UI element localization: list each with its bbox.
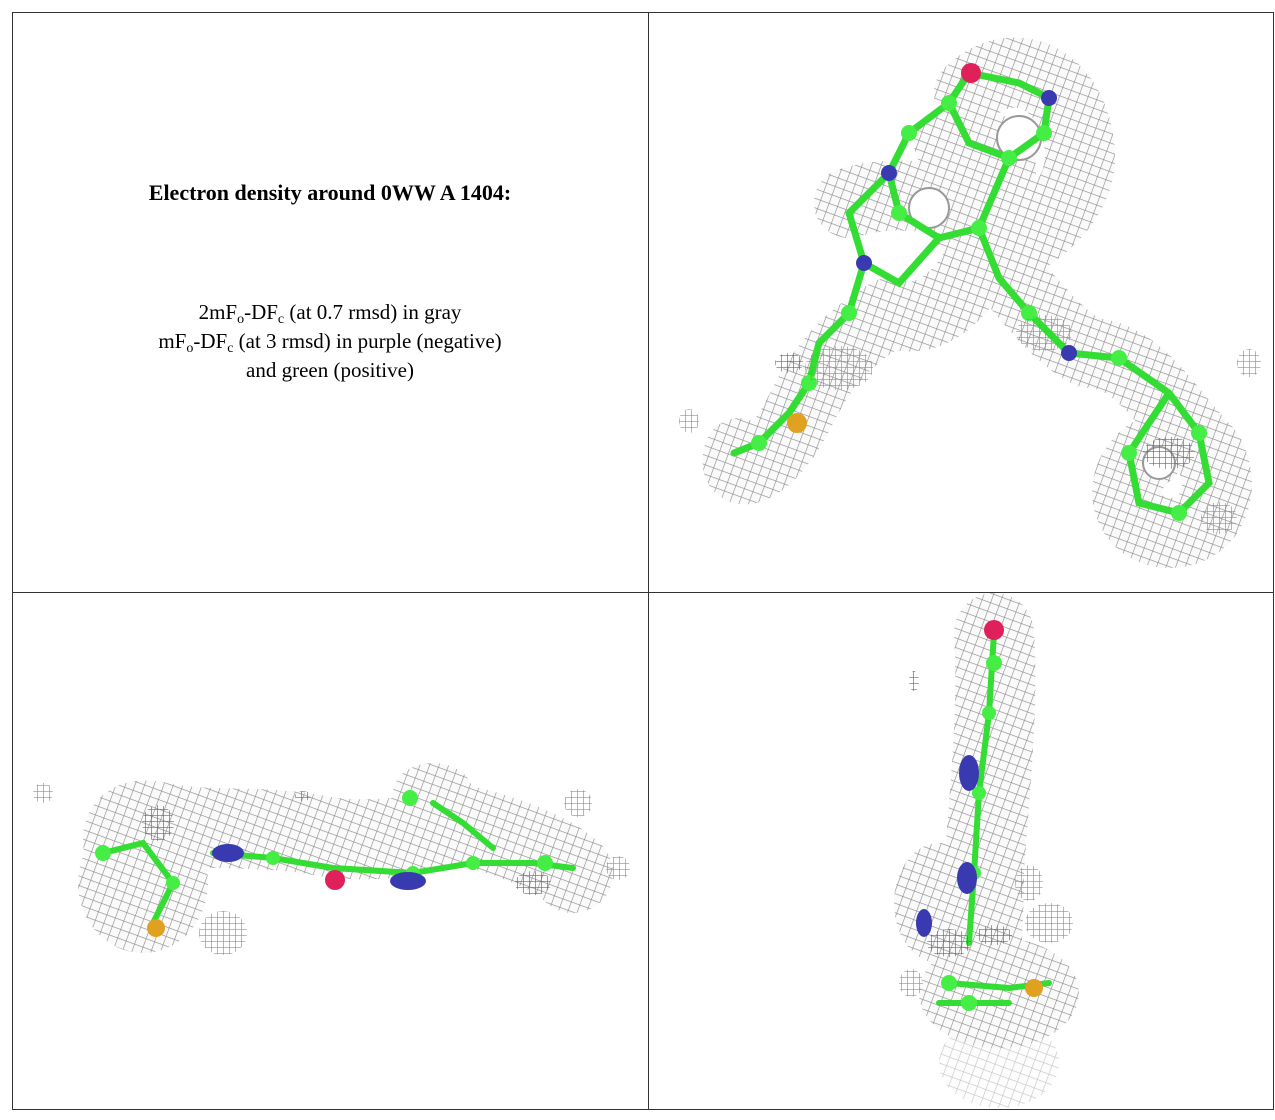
legend-subscript: o [186,341,194,356]
caption-cell: Electron density around 0WW A 1404: 2mFo… [14,14,646,590]
legend-text: 2mF [198,300,238,324]
row-divider [12,592,1274,593]
legend-text: (at 3 rmsd) in purple (negative) [233,329,502,353]
caption-legend: 2mFo-DFc (at 0.7 rmsd) in gray mFo-DFc (a… [14,298,646,385]
density-view-side [33,763,630,955]
legend-line: 2mFo-DFc (at 0.7 rmsd) in gray [14,298,646,327]
table-frame [12,12,1274,1110]
legend-text: (at 0.7 rmsd) in gray [284,300,462,324]
legend-line: mFo-DFc (at 3 rmsd) in purple (negative) [14,327,646,356]
legend-subscript: c [227,341,234,356]
legend-subscript: o [237,312,245,327]
legend-text: and green (positive) [246,358,414,382]
density-view-end [894,593,1079,1108]
legend-line: and green (positive) [14,356,646,385]
density-view-top [679,37,1261,568]
legend-text: -DF [193,329,228,353]
legend-text: mF [158,329,187,353]
legend-subscript: c [277,312,285,327]
column-divider [648,12,649,1110]
caption-title: Electron density around 0WW A 1404: [148,180,512,205]
legend-text: -DF [244,300,278,324]
